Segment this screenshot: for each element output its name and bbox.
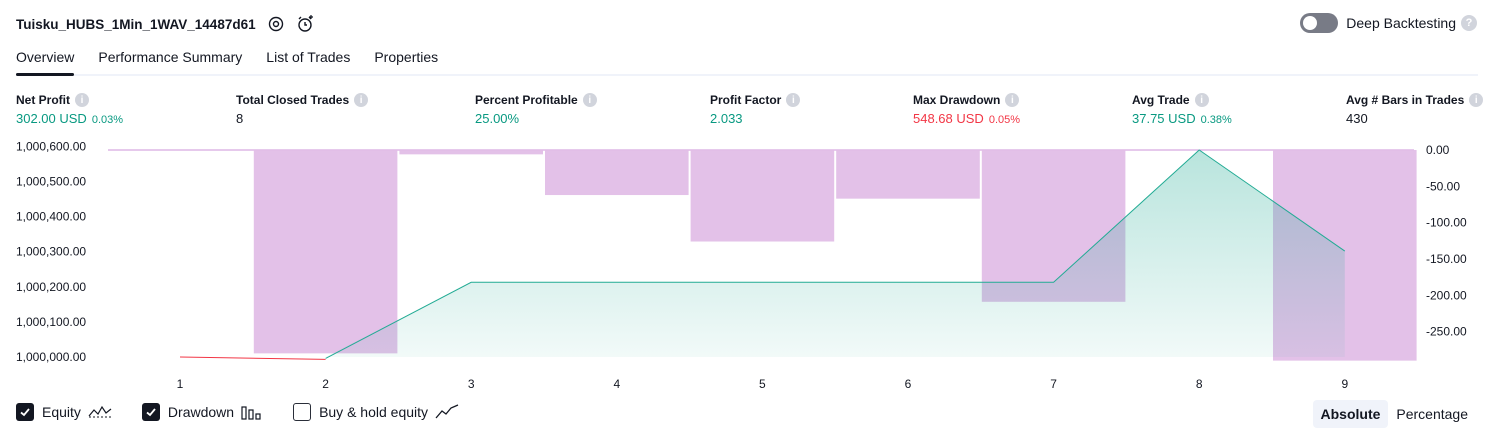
deep-backtesting-toggle[interactable] <box>1300 13 1339 33</box>
left-axis-tick-label: 1,000,200.00 <box>16 280 86 294</box>
tab-list-of-trades[interactable]: List of Trades <box>266 49 351 65</box>
deep-backtesting: Deep Backtesting ? <box>1300 13 1477 33</box>
info-icon[interactable]: i <box>1005 93 1020 107</box>
checkbox-buy-hold[interactable] <box>293 403 312 421</box>
drawdown-bars-icon <box>241 404 263 420</box>
metric-max-drawdown: Max Drawdown i 548.68 USD 0.05% <box>913 93 1020 126</box>
left-axis-tick-label: 1,000,000.00 <box>16 350 86 364</box>
metric-value: 8 <box>236 111 244 126</box>
metric-profit-factor: Profit Factor i 2.033 <box>710 93 801 126</box>
strategy-header: Tuisku_HUBS_1Min_1WAV_14487d61 <box>16 12 316 36</box>
equity-negative-segment <box>179 356 326 360</box>
metric-label: Total Closed Trades <box>236 93 350 107</box>
x-axis: 1 2 3 4 5 6 7 8 9 <box>177 377 1349 391</box>
metric-label: Percent Profitable <box>475 93 578 107</box>
metric-value: 548.68 USD <box>913 111 984 126</box>
metric-label: Avg Trade <box>1132 93 1190 107</box>
right-axis: 0.00 -50.00 -100.00 -150.00 -200.00 -250.00 <box>1426 143 1467 339</box>
metric-avg-trade: Avg Trade i 37.75 USD 0.38% <box>1132 93 1232 126</box>
chart-legend: Equity Drawdown Buy & hold equity <box>16 403 489 421</box>
x-axis-tick-label: 7 <box>1050 377 1057 391</box>
tab-properties[interactable]: Properties <box>374 49 439 65</box>
metric-avg-bars: Avg # Bars in Trades i 430 <box>1346 93 1484 126</box>
drawdown-bar <box>690 150 835 242</box>
checkbox-equity[interactable] <box>16 403 34 421</box>
right-axis-tick-label: -150.00 <box>1426 252 1467 266</box>
metrics-row: Net Profit i 302.00 USD 0.03% Total Closed… <box>0 93 1494 133</box>
info-icon[interactable]: i <box>1469 93 1484 107</box>
drawdown-bar <box>836 150 980 199</box>
tab-performance-summary[interactable]: Performance Summary <box>98 49 243 65</box>
x-axis-tick-label: 6 <box>905 377 912 391</box>
left-axis-tick-label: 1,000,500.00 <box>16 175 86 189</box>
x-axis-tick-label: 5 <box>759 377 766 391</box>
drawdown-bar <box>399 150 543 155</box>
legend-equity-label: Equity <box>42 404 81 420</box>
right-axis-tick-label: -200.00 <box>1426 288 1467 302</box>
metric-value: 302.00 USD <box>16 111 87 126</box>
x-axis-tick-label: 2 <box>322 377 329 391</box>
absolute-button[interactable]: Absolute <box>1312 400 1389 428</box>
strategy-name: Tuisku_HUBS_1Min_1WAV_14487d61 <box>16 16 256 32</box>
metric-value: 430 <box>1346 111 1368 126</box>
x-axis-tick-label: 1 <box>177 377 184 391</box>
metric-label: Net Profit <box>16 93 70 107</box>
metric-value: 2.033 <box>710 111 743 126</box>
metric-net-profit: Net Profit i 302.00 USD 0.03% <box>16 93 123 126</box>
right-axis-tick-label: 0.00 <box>1426 143 1450 157</box>
x-axis-tick-label: 4 <box>613 377 620 391</box>
equity-line <box>325 149 1346 359</box>
legend-buy-hold[interactable]: Buy & hold equity <box>293 403 459 421</box>
metric-label: Max Drawdown <box>913 93 1001 107</box>
metric-percent: 0.03% <box>91 114 124 126</box>
value-mode-switch: Absolute Percentage <box>1312 400 1477 428</box>
left-axis-tick-label: 1,000,400.00 <box>16 210 86 224</box>
equity-area <box>180 150 1345 357</box>
equity-series <box>179 149 1346 360</box>
right-axis-tick-label: -100.00 <box>1426 216 1467 230</box>
legend-equity[interactable]: Equity <box>16 403 112 421</box>
legend-drawdown-label: Drawdown <box>167 404 235 420</box>
metric-percent: 0.38% <box>1200 114 1232 126</box>
drawdown-bar <box>545 150 689 196</box>
left-axis-tick-label: 1,000,100.00 <box>16 315 86 329</box>
equity-line-icon <box>88 404 112 420</box>
deep-backtesting-label: Deep Backtesting <box>1346 15 1456 31</box>
right-axis-tick-label: -50.00 <box>1426 179 1460 193</box>
metric-label: Avg # Bars in Trades <box>1346 93 1465 107</box>
info-icon[interactable]: i <box>582 93 597 107</box>
metric-percent-profitable: Percent Profitable i 25.00% <box>475 93 597 126</box>
metric-percent: 0.05% <box>988 114 1021 126</box>
info-icon[interactable]: i <box>75 93 89 107</box>
drawdown-bar <box>253 150 398 354</box>
metric-label: Profit Factor <box>710 93 782 107</box>
info-icon[interactable]: i <box>354 93 369 107</box>
x-axis-tick-label: 8 <box>1196 377 1203 391</box>
info-icon[interactable]: i <box>786 93 801 107</box>
left-axis-tick-label: 1,000,600.00 <box>16 139 86 153</box>
metric-total-closed-trades: Total Closed Trades i 8 <box>236 93 369 126</box>
legend-drawdown[interactable]: Drawdown <box>141 403 263 421</box>
legend-buy-hold-label: Buy & hold equity <box>319 404 429 420</box>
gear-icon[interactable] <box>266 14 286 34</box>
tab-bar: Overview Performance Summary List of Tra… <box>16 46 1478 76</box>
metric-value: 25.00% <box>475 111 520 126</box>
checkbox-drawdown[interactable] <box>141 403 160 421</box>
x-axis-tick-label: 3 <box>468 377 475 391</box>
right-axis-tick-label: -250.00 <box>1426 325 1467 339</box>
metric-value: 37.75 USD <box>1132 111 1196 126</box>
add-alert-clock-icon[interactable] <box>296 14 316 34</box>
info-icon[interactable]: i <box>1194 93 1209 107</box>
help-icon[interactable]: ? <box>1461 15 1477 31</box>
x-axis-tick-label: 9 <box>1341 377 1348 391</box>
equity-drawdown-chart[interactable]: 1,000,600.00 1,000,500.00 1,000,400.00 1,00… <box>0 136 1494 396</box>
tab-overview[interactable]: Overview <box>16 46 75 76</box>
percentage-button[interactable]: Percentage <box>1396 406 1468 422</box>
left-axis-tick-label: 1,000,300.00 <box>16 245 86 259</box>
left-axis: 1,000,600.00 1,000,500.00 1,000,400.00 1,00… <box>16 139 86 364</box>
buy-hold-line-icon <box>435 404 459 420</box>
